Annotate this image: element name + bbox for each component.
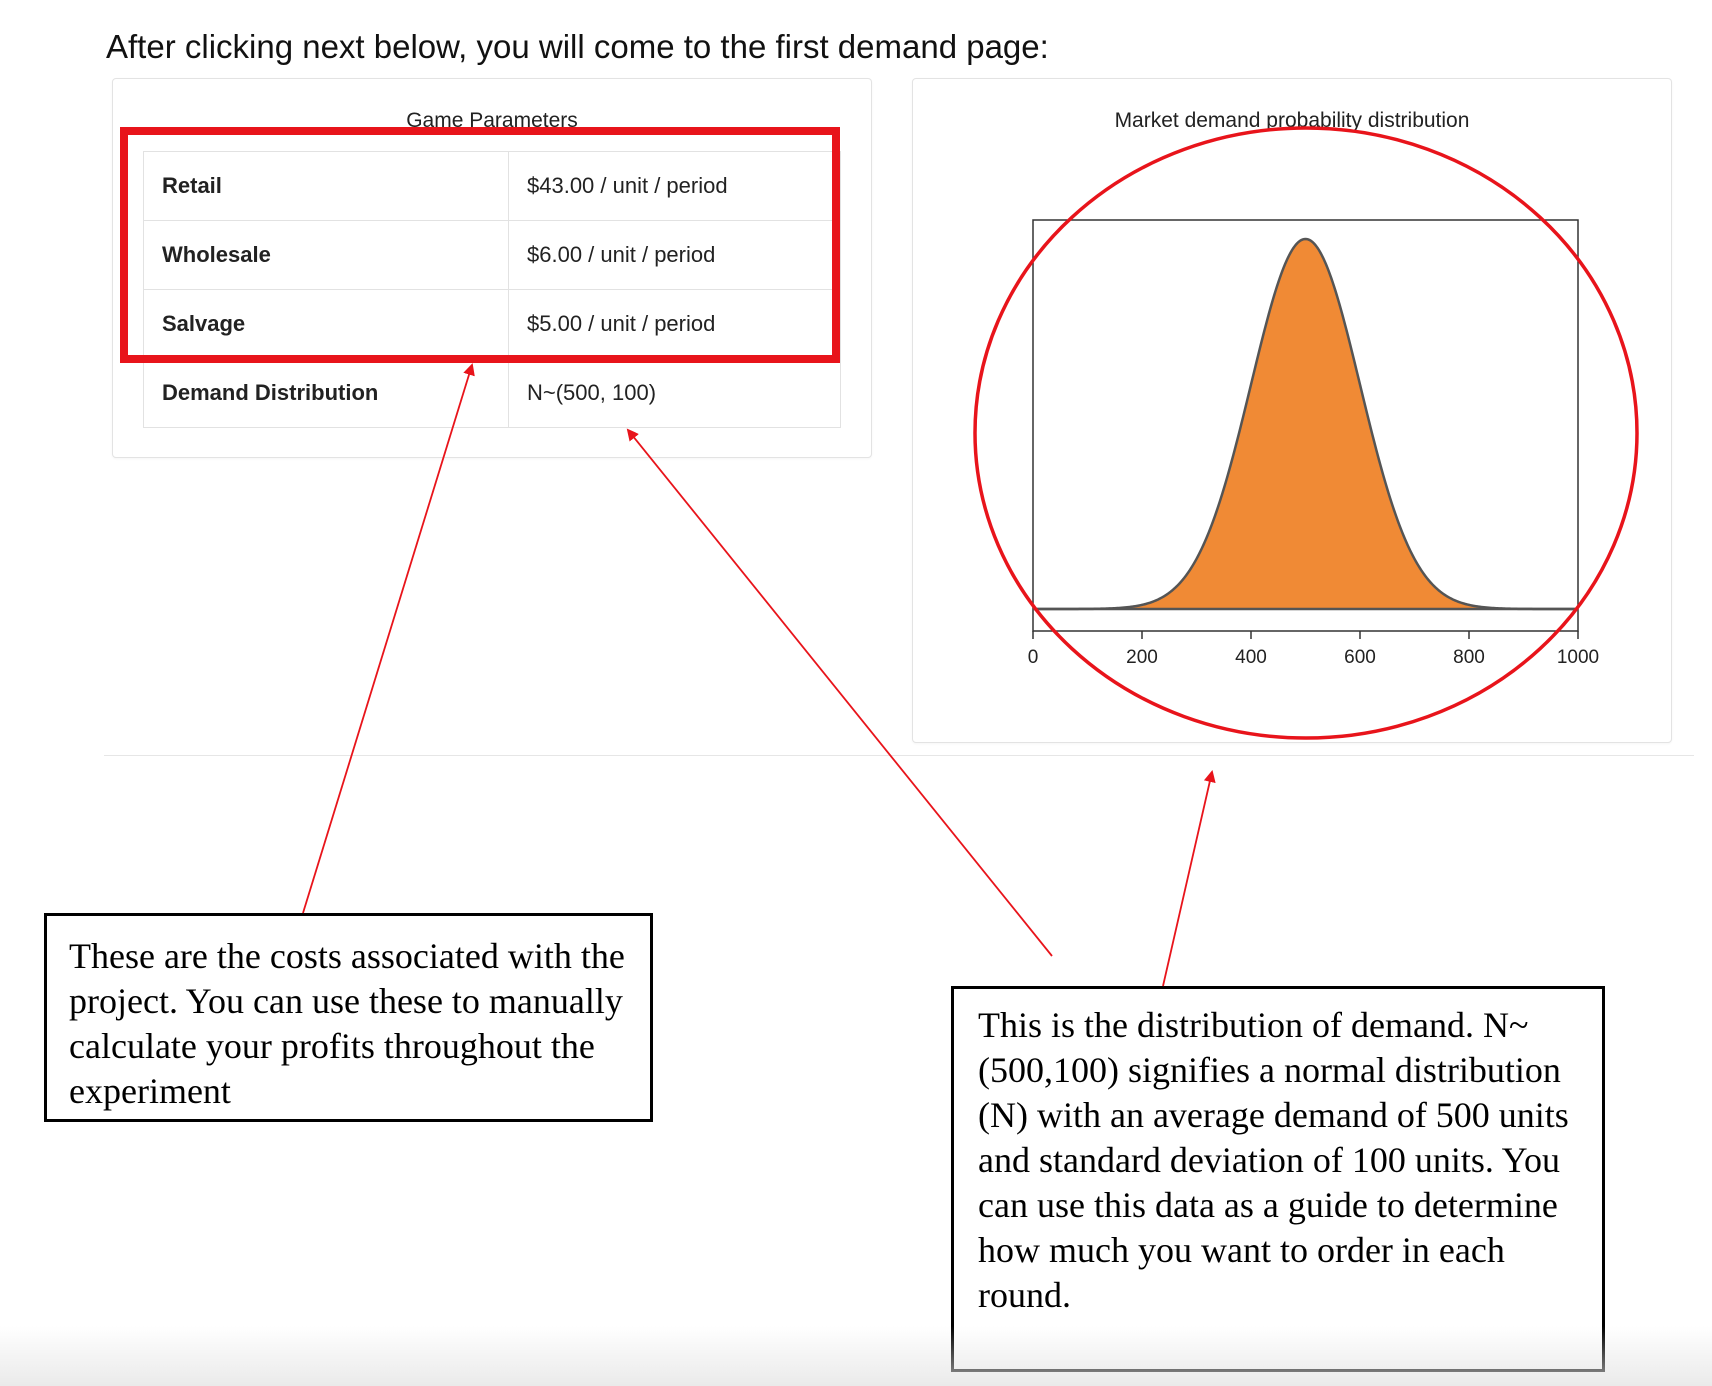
param-value-retail: $43.00 / unit / period xyxy=(508,151,841,221)
game-parameters-card: Game Parameters Retail $43.00 / unit / p… xyxy=(112,78,872,458)
distribution-note-text: This is the distribution of demand. N~ (… xyxy=(978,1005,1569,1315)
param-value-demand-distribution: N~(500, 100) xyxy=(508,358,841,428)
intro-text: After clicking next below, you will come… xyxy=(106,28,1049,65)
x-tick-label: 1000 xyxy=(1557,647,1599,668)
param-label-wholesale: Wholesale xyxy=(143,220,509,290)
game-parameters-table: Retail $43.00 / unit / period Wholesale … xyxy=(143,151,841,428)
game-parameters-title: Game Parameters xyxy=(406,109,578,132)
x-tick-label: 400 xyxy=(1235,647,1267,668)
costs-note-box: These are the costs associated with the … xyxy=(44,913,653,1122)
distribution-fill xyxy=(1033,239,1578,609)
param-label-salvage: Salvage xyxy=(143,289,509,359)
x-tick-label: 800 xyxy=(1453,647,1485,668)
distribution-note-box: This is the distribution of demand. N~ (… xyxy=(951,986,1605,1372)
param-label-retail: Retail xyxy=(143,151,509,221)
table-row: Wholesale $6.00 / unit / period xyxy=(143,220,841,290)
param-value-wholesale: $6.00 / unit / period xyxy=(508,220,841,290)
table-row: Retail $43.00 / unit / period xyxy=(143,151,841,221)
x-tick-label: 600 xyxy=(1344,647,1376,668)
param-value-salvage: $5.00 / unit / period xyxy=(508,289,841,359)
x-tick-label: 0 xyxy=(1028,647,1039,668)
costs-note-text: These are the costs associated with the … xyxy=(69,936,625,1111)
table-row: Salvage $5.00 / unit / period xyxy=(143,289,841,359)
arrow-to-chart xyxy=(1162,770,1216,987)
divider xyxy=(104,755,1694,756)
param-label-demand-distribution: Demand Distribution xyxy=(143,358,509,428)
x-tick-label: 200 xyxy=(1126,647,1158,668)
table-row: Demand Distribution N~(500, 100) xyxy=(143,358,841,428)
bottom-fade xyxy=(0,1326,1712,1386)
x-axis-ticks: 0 200 400 600 800 1000 xyxy=(1028,631,1599,668)
demand-chart: 0 200 400 600 800 1000 xyxy=(1028,219,1599,668)
demand-chart-card: Market demand probability distribution 0… xyxy=(912,78,1672,743)
